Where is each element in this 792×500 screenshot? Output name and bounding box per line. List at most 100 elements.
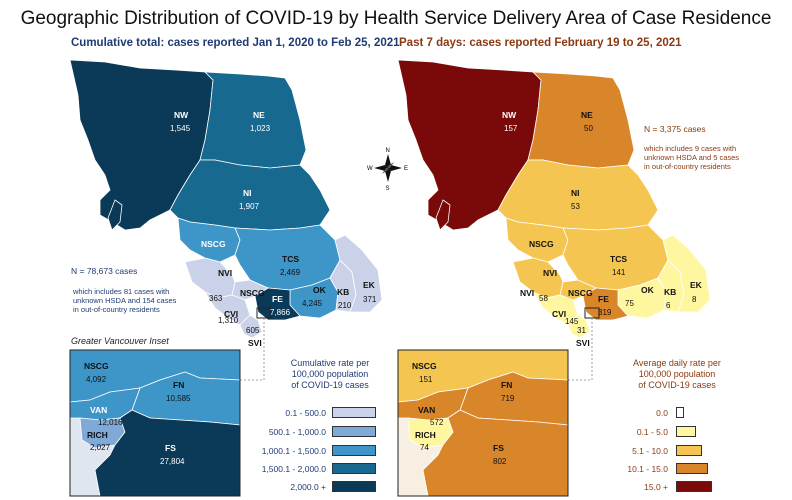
left-count-tcs: 2,469 bbox=[280, 268, 301, 277]
left-label-cvi: CVI bbox=[224, 309, 238, 319]
right-inset-connector bbox=[566, 318, 593, 381]
compass-n: N bbox=[386, 148, 390, 154]
right-legend-swatch-4 bbox=[676, 481, 712, 492]
left-label-tcs: TCS bbox=[282, 254, 299, 264]
right-inset-label-fs: FS bbox=[493, 443, 504, 453]
right-inset-count-fn: 719 bbox=[501, 394, 515, 403]
right-count-ni: 53 bbox=[571, 202, 580, 211]
left-label-nscg-lower: NSCG bbox=[240, 288, 265, 298]
left-label-ne: NE bbox=[253, 110, 265, 120]
left-inset-label-rich: RICH bbox=[87, 430, 108, 440]
right-label-nscg-lower: NSCG bbox=[568, 288, 593, 298]
right-map bbox=[397, 59, 711, 339]
right-legend-label-3: 10.1 - 15.0 bbox=[627, 464, 668, 474]
left-inset-label-van: VAN bbox=[90, 405, 107, 415]
left-label-ek: EK bbox=[363, 280, 376, 290]
left-note-1: which includes 81 cases with bbox=[73, 287, 170, 296]
left-inset-count-van: 12,016 bbox=[98, 418, 123, 427]
right-legend-swatch-3 bbox=[676, 463, 708, 474]
left-count-kb: 210 bbox=[338, 301, 352, 310]
left-inset-count-rich: 2,027 bbox=[90, 443, 111, 452]
compass-w: W bbox=[367, 166, 373, 172]
right-legend-title-line3: of COVID-19 cases bbox=[638, 380, 716, 390]
left-region-haida bbox=[107, 199, 123, 231]
left-count-ne: 1,023 bbox=[250, 124, 271, 133]
compass-rose: N S E W bbox=[367, 148, 408, 192]
right-region-labels: NW 157 NE 50 NI 53 NSCG TCS 141 NVI NVI … bbox=[502, 110, 703, 348]
left-legend-title-line1: Cumulative rate per bbox=[290, 358, 370, 368]
right-region-ne[interactable] bbox=[527, 71, 635, 169]
right-label-nvi-b: NVI bbox=[520, 288, 534, 298]
right-inset-labels: NSCG 151 FN 719 VAN 572 RICH 74 FS 802 bbox=[412, 361, 515, 466]
left-label-nvi: NVI bbox=[218, 268, 232, 278]
right-legend-title: Average daily rate per 100,000 populatio… bbox=[622, 358, 732, 391]
right-inset-label-van: VAN bbox=[418, 405, 435, 415]
left-legend-swatch-1 bbox=[332, 426, 376, 437]
right-region-haida bbox=[435, 199, 451, 231]
left-note-3: in out-of-country residents bbox=[73, 305, 160, 314]
right-count-fe: 319 bbox=[598, 308, 612, 317]
right-legend-swatch-0 bbox=[676, 407, 684, 418]
left-inset-count-fs: 27,804 bbox=[160, 457, 185, 466]
right-region-svi[interactable] bbox=[567, 314, 591, 339]
left-label-ni: NI bbox=[243, 188, 252, 198]
right-legend-swatch-1 bbox=[676, 426, 696, 437]
left-region-nvi[interactable] bbox=[184, 257, 236, 299]
left-label-nscg: NSCG bbox=[201, 239, 226, 249]
right-label-ek: EK bbox=[690, 280, 703, 290]
right-inset-count-van: 572 bbox=[430, 418, 444, 427]
left-inset-label-fs: FS bbox=[165, 443, 176, 453]
right-note-3: in out-of-country residents bbox=[644, 162, 731, 171]
left-inset-connector bbox=[238, 318, 265, 381]
inset-title: Greater Vancouver Inset bbox=[71, 336, 169, 346]
left-legend-title: Cumulative rate per 100,000 population o… bbox=[280, 358, 380, 391]
left-legend-label-0: 0.1 - 500.0 bbox=[285, 408, 326, 418]
left-count-nw: 1,545 bbox=[170, 124, 191, 133]
right-label-ni: NI bbox=[571, 188, 580, 198]
left-region-labels: NW 1,545 NE 1,023 NI 1,907 NSCG TCS 2,46… bbox=[170, 110, 377, 348]
left-label-ok: OK bbox=[313, 285, 327, 295]
right-count-tcs: 141 bbox=[612, 268, 626, 277]
left-legend-label-2: 1,000.1 - 1,500.0 bbox=[261, 446, 326, 456]
map-title: Geographic Distribution of COVID-19 by H… bbox=[20, 8, 772, 29]
right-inset-label-rich: RICH bbox=[415, 430, 436, 440]
left-region-ek[interactable] bbox=[334, 234, 383, 313]
right-label-ne: NE bbox=[581, 110, 593, 120]
left-inset-count-nscg: 4,092 bbox=[86, 375, 107, 384]
left-legend-title-line3: of COVID-19 cases bbox=[291, 380, 369, 390]
left-inset-border bbox=[69, 349, 241, 497]
left-inset-label-fn: FN bbox=[173, 380, 184, 390]
left-count-nvi: 363 bbox=[209, 294, 223, 303]
right-label-tcs: TCS bbox=[610, 254, 627, 264]
right-legend-title-line2: 100,000 population bbox=[638, 369, 716, 379]
left-label-svi: SVI bbox=[248, 338, 262, 348]
left-total-cases: N = 78,673 cases bbox=[71, 266, 138, 276]
right-label-nw: NW bbox=[502, 110, 517, 120]
right-count-kb: 6 bbox=[666, 301, 671, 310]
right-region-nvi[interactable] bbox=[512, 257, 564, 299]
right-count-svi: 31 bbox=[577, 326, 586, 335]
right-inset-label-fn: FN bbox=[501, 380, 512, 390]
right-region-ek[interactable] bbox=[662, 234, 711, 313]
right-count-ne: 50 bbox=[584, 124, 593, 133]
left-count-svi: 605 bbox=[246, 326, 260, 335]
left-legend-label-4: 2,000.0 + bbox=[290, 482, 326, 492]
left-legend-swatch-3 bbox=[332, 463, 376, 474]
right-label-nvi: NVI bbox=[543, 268, 557, 278]
left-inset bbox=[69, 349, 241, 497]
left-count-ni: 1,907 bbox=[239, 202, 260, 211]
left-region-fe[interactable] bbox=[254, 287, 301, 321]
left-region-ne[interactable] bbox=[199, 71, 307, 169]
right-legend-title-line1: Average daily rate per bbox=[633, 358, 721, 368]
right-region-fe[interactable] bbox=[582, 287, 629, 321]
compass-s: S bbox=[386, 186, 390, 192]
left-inset-labels: NSCG 4,092 FN 10,585 VAN 12,016 RICH 2,0… bbox=[84, 361, 191, 466]
right-legend-swatch-2 bbox=[676, 445, 702, 456]
right-note-2: unknown HSDA and 5 cases bbox=[644, 153, 740, 162]
left-count-cvi: 1,310 bbox=[218, 316, 239, 325]
left-region-svi[interactable] bbox=[239, 314, 263, 339]
left-legend-swatch-0 bbox=[332, 407, 376, 418]
left-label-nw: NW bbox=[174, 110, 189, 120]
left-count-ek: 371 bbox=[363, 295, 377, 304]
right-label-svi: SVI bbox=[576, 338, 590, 348]
